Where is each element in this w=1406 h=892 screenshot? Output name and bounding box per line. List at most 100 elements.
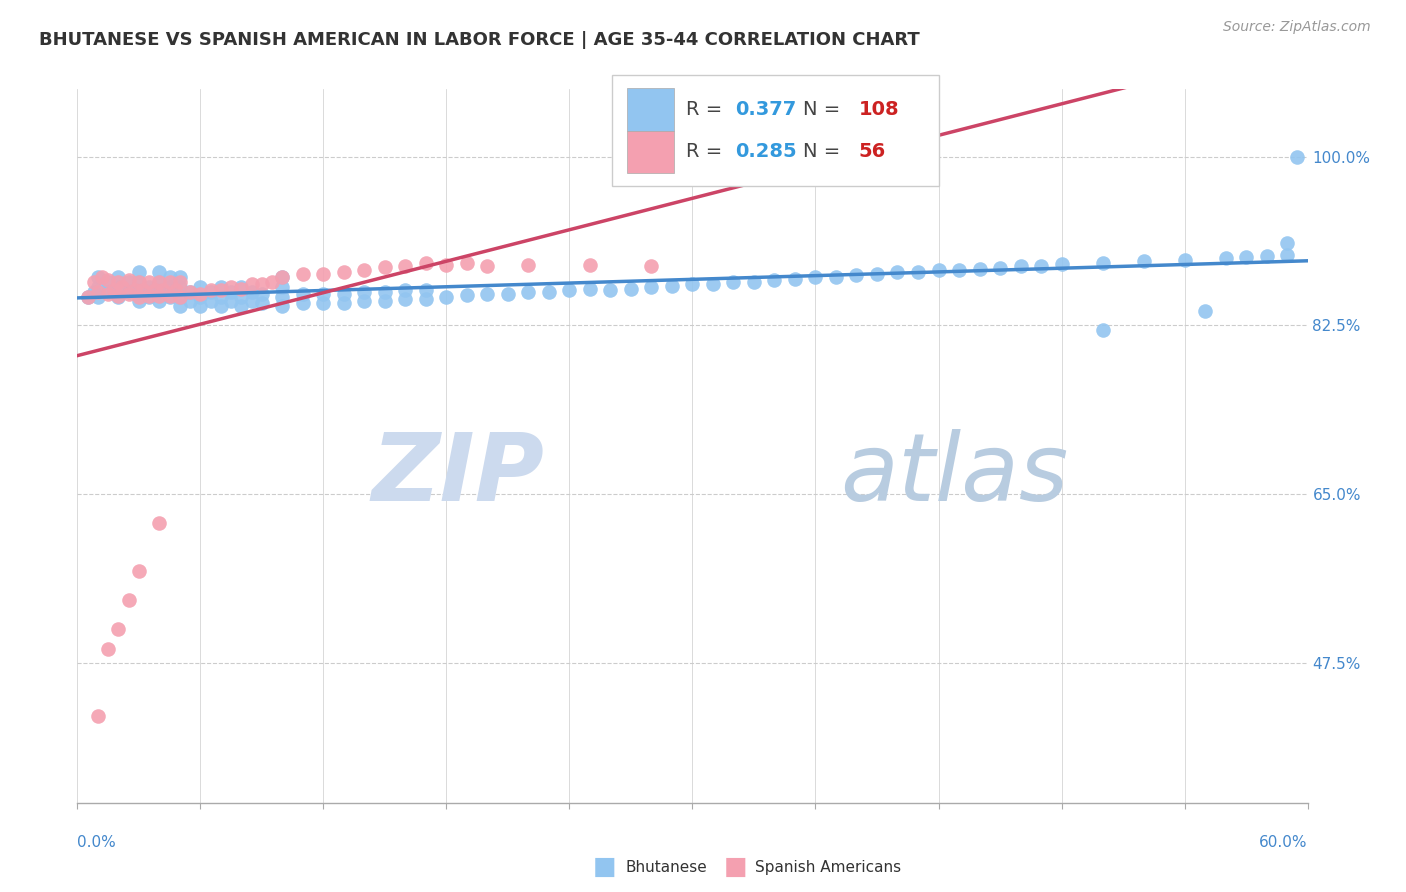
Point — [723, 275, 745, 289]
Point — [219, 280, 242, 294]
Point — [312, 296, 335, 310]
Text: atlas: atlas — [841, 429, 1069, 520]
Text: Bhutanese: Bhutanese — [626, 860, 707, 874]
Text: R =: R = — [686, 100, 728, 119]
Text: 0.285: 0.285 — [735, 143, 797, 161]
Bar — [627, 87, 673, 130]
Point — [312, 286, 335, 301]
Point — [353, 262, 375, 277]
Point — [948, 263, 970, 277]
Point — [132, 283, 155, 297]
Point — [97, 273, 120, 287]
Point — [240, 294, 263, 309]
Point — [436, 289, 458, 303]
Point — [200, 294, 222, 309]
Point — [83, 285, 105, 299]
Point — [209, 283, 232, 297]
Point — [87, 709, 110, 723]
Point — [87, 289, 110, 303]
Point — [76, 289, 98, 303]
Point — [209, 299, 232, 313]
Point — [866, 268, 889, 282]
Point — [117, 286, 139, 301]
Point — [159, 288, 181, 302]
Point — [262, 275, 284, 289]
FancyBboxPatch shape — [613, 75, 939, 186]
Point — [353, 294, 375, 309]
Point — [1132, 253, 1154, 268]
Point — [537, 285, 560, 299]
Point — [103, 283, 125, 297]
Text: N =: N = — [803, 143, 846, 161]
Point — [702, 277, 724, 291]
Point — [107, 270, 129, 285]
Point — [200, 285, 222, 299]
Point — [148, 275, 170, 289]
Point — [97, 275, 120, 289]
Point — [188, 289, 212, 303]
Point — [640, 259, 662, 273]
Point — [620, 282, 643, 296]
Point — [1275, 248, 1298, 262]
Point — [148, 288, 170, 302]
Point — [148, 516, 170, 530]
Point — [169, 275, 191, 289]
Point — [117, 593, 139, 607]
Point — [97, 286, 120, 301]
Point — [148, 294, 170, 309]
Point — [107, 280, 129, 294]
Point — [763, 273, 786, 287]
Point — [1010, 259, 1032, 273]
Point — [1275, 236, 1298, 251]
Point — [1091, 323, 1114, 337]
Point — [124, 283, 146, 297]
Point — [250, 296, 273, 310]
Point — [988, 260, 1011, 275]
Point — [219, 294, 242, 309]
Point — [845, 268, 868, 283]
Point — [804, 270, 827, 285]
Text: 0.377: 0.377 — [735, 100, 797, 119]
Point — [240, 277, 263, 291]
Point — [209, 289, 232, 303]
Point — [111, 280, 134, 294]
Point — [179, 294, 201, 309]
Point — [169, 299, 191, 313]
Text: N =: N = — [803, 100, 846, 119]
Point — [250, 277, 273, 291]
Point — [138, 280, 160, 294]
Point — [1194, 304, 1216, 318]
Point — [138, 289, 160, 303]
Text: ■: ■ — [593, 855, 616, 879]
Point — [231, 299, 253, 313]
Text: 0.0%: 0.0% — [77, 836, 117, 850]
Point — [1029, 259, 1052, 273]
Point — [83, 275, 105, 289]
Point — [165, 283, 187, 297]
Text: ■: ■ — [724, 855, 747, 879]
Point — [1286, 150, 1309, 164]
Point — [231, 280, 253, 294]
Point — [477, 286, 499, 301]
Point — [886, 265, 908, 279]
Point — [97, 285, 120, 299]
Point — [1215, 251, 1237, 265]
Point — [291, 286, 314, 301]
Point — [496, 286, 519, 301]
Point — [200, 283, 222, 297]
Point — [394, 293, 416, 307]
Point — [169, 280, 191, 294]
Text: Spanish Americans: Spanish Americans — [755, 860, 901, 874]
Point — [1234, 250, 1257, 264]
Point — [117, 285, 139, 299]
Point — [312, 268, 335, 282]
Text: 56: 56 — [859, 143, 886, 161]
Point — [128, 275, 150, 289]
Point — [436, 258, 458, 272]
Point — [394, 283, 416, 297]
Point — [143, 283, 166, 297]
Point — [128, 275, 150, 289]
Point — [87, 280, 110, 294]
Point — [240, 285, 263, 299]
Point — [209, 280, 232, 294]
